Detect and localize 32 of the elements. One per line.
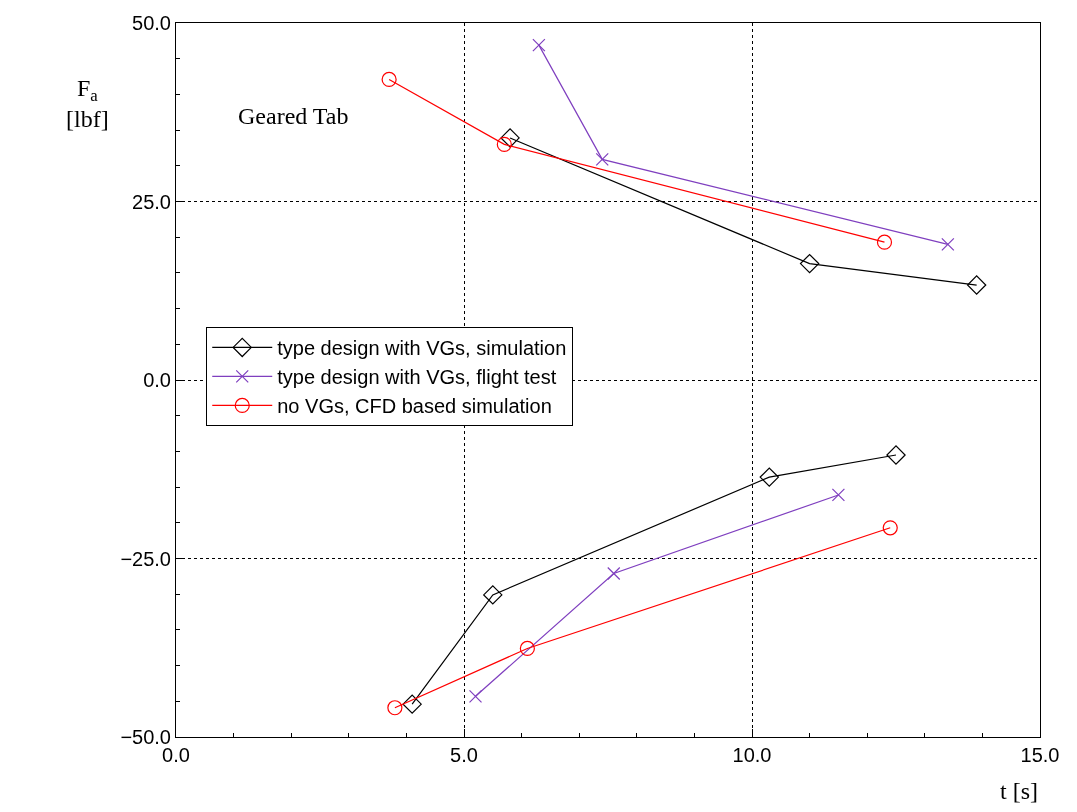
point — [387, 700, 403, 716]
point — [532, 38, 546, 52]
point — [381, 71, 397, 87]
legend-label: type design with VGs, flight test — [277, 366, 557, 389]
legend-label: type design with VGs, simulation — [277, 337, 567, 360]
point — [496, 136, 512, 152]
x-tick-label: 5.0 — [450, 744, 478, 766]
y-tick-label: 25.0 — [132, 190, 171, 213]
point — [402, 694, 422, 714]
point — [886, 445, 906, 465]
point — [500, 128, 520, 148]
x-tick-label: 10.0 — [732, 744, 772, 766]
point — [468, 689, 483, 703]
x-tick-label: 15.0 — [1020, 744, 1060, 766]
y-tick-label: 50.0 — [132, 12, 171, 34]
annotation: Geared Tab — [238, 103, 349, 129]
point — [831, 488, 845, 502]
point — [607, 566, 621, 581]
y-axis-title: F$_{a}$ [lbf] — [66, 75, 109, 133]
point — [595, 152, 609, 166]
point — [799, 253, 820, 274]
legend-label: no VGs, CFD based simulation — [277, 395, 552, 418]
point — [941, 237, 955, 251]
point — [966, 275, 987, 295]
point — [882, 520, 898, 536]
point — [759, 467, 779, 487]
x-axis-title: t [s] — [1000, 778, 1038, 804]
point — [876, 234, 893, 250]
y-tick-label: 0.0 — [143, 369, 171, 391]
y-tick-label: −25.0 — [120, 547, 171, 570]
point — [483, 585, 503, 605]
point — [519, 640, 535, 657]
